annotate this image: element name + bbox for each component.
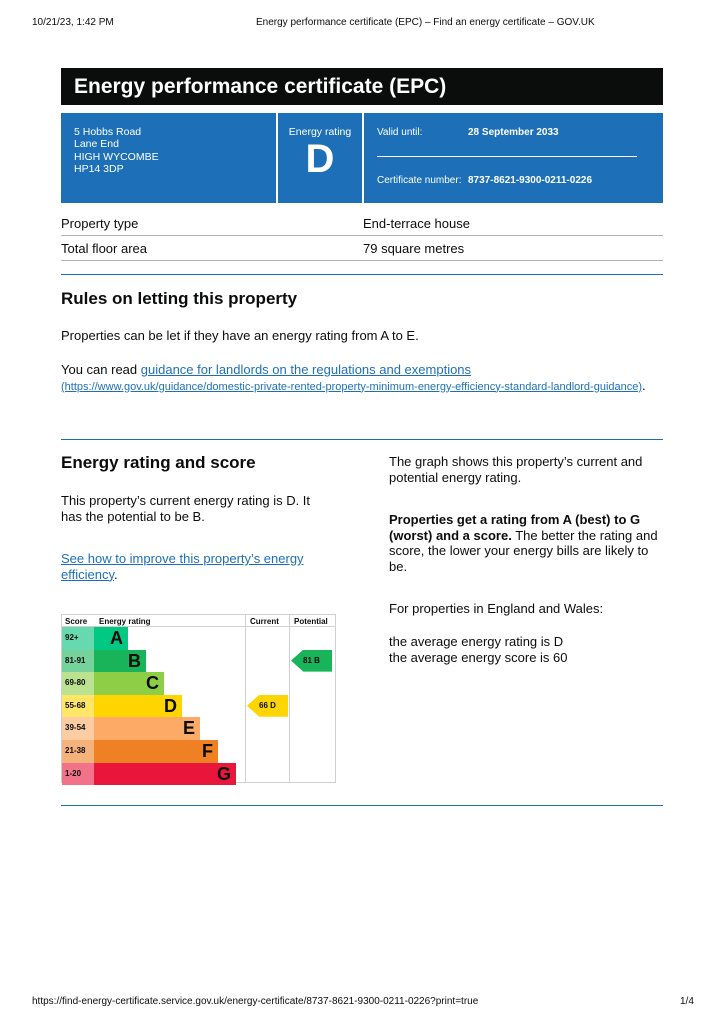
certificate-info: Valid until: 28 September 2033 Certifica… [364, 113, 663, 203]
address: 5 Hobbs Road Lane End HIGH WYCOMBE HP14 … [61, 113, 276, 203]
energy-rating-box: Energy rating D [278, 113, 362, 203]
text: . [114, 566, 118, 582]
header-score: Score [65, 617, 88, 626]
certificate-number-value: 8737-8621-9300-0211-0226 [468, 175, 592, 186]
energy-rating-chart: Score Energy rating Current Potential 92… [61, 614, 336, 786]
band-bar: B [94, 649, 146, 673]
average-rating: the average energy rating is D [389, 634, 564, 649]
band-bar: D [94, 694, 182, 718]
guidance-link[interactable]: guidance for landlords on the regulation… [140, 362, 472, 377]
valid-until-value: 28 September 2033 [468, 127, 559, 138]
band-bar: G [94, 762, 236, 786]
row-label: Total floor area [61, 241, 147, 256]
energy-rating-label: Energy rating [288, 126, 352, 138]
address-line: HIGH WYCOMBE [74, 150, 159, 163]
energy-score-heading: Energy rating and score [61, 453, 256, 472]
region-text: For properties in England and Wales: [389, 601, 604, 616]
row-label: Property type [61, 216, 139, 231]
band-score: 1-20 [62, 762, 94, 786]
average-score: the average energy score is 60 [389, 650, 568, 665]
rules-text: Properties can be let if they have an en… [61, 328, 419, 343]
header-potential: Potential [294, 617, 328, 626]
text: The better the rating and score, the low… [389, 527, 658, 574]
current-rating-text: This property’s current energy rating is… [61, 493, 311, 524]
improve-text: See how to improve this property’s energ… [61, 551, 326, 582]
print-datetime: 10/21/23, 1:42 PM [32, 17, 114, 28]
rules-guidance: You can read guidance for landlords on t… [61, 362, 656, 395]
header-current: Current [250, 617, 279, 626]
print-url: https://find-energy-certificate.service.… [32, 996, 479, 1007]
potential-rating-arrow: 81 B [291, 649, 332, 672]
rating-explanation: Properties get a rating from A (best) to… [389, 512, 659, 574]
valid-until-label: Valid until: [377, 127, 423, 138]
band-G: 1-20 G [62, 762, 245, 786]
graph-explanation: The graph shows this property’s current … [389, 454, 643, 485]
band-score: 21-38 [62, 740, 94, 763]
section-divider [61, 439, 663, 440]
print-page-number: 1/4 [680, 996, 694, 1007]
band-score: 92+ [62, 627, 94, 650]
band-bar: E [94, 717, 200, 740]
energy-rating-value: D [305, 137, 335, 181]
band-score: 81-91 [62, 649, 94, 673]
improve-link[interactable]: See how to improve this property’s energ… [61, 551, 304, 582]
band-score: 69-80 [62, 672, 94, 695]
rules-heading: Rules on letting this property [61, 289, 298, 308]
band-D: 55-68 D [62, 694, 245, 718]
divider [377, 156, 637, 157]
band-B: 81-91 B [62, 649, 245, 673]
address-line: HP14 3DP [74, 162, 124, 175]
row-value: 79 square metres [363, 241, 465, 256]
print-page-title: Energy performance certificate (EPC) – F… [256, 17, 595, 28]
section-divider [61, 274, 663, 275]
band-F: 21-38 F [62, 740, 245, 763]
page-title: Energy performance certificate (EPC) [61, 68, 663, 105]
property-type-row: Property type End-terrace house [61, 211, 663, 236]
text: Properties get a rating from A (best) to… [389, 512, 641, 543]
section-divider [61, 805, 663, 806]
column-divider [245, 615, 246, 782]
band-bar: C [94, 672, 164, 695]
address-line: Lane End [74, 138, 119, 151]
band-bar: A [94, 627, 128, 650]
text: You can read [61, 362, 141, 377]
header-divider [62, 626, 335, 627]
band-A: 92+ A [62, 627, 245, 650]
band-bar: F [94, 740, 218, 763]
current-rating-arrow: 66 D [247, 694, 288, 717]
band-score: 55-68 [62, 694, 94, 718]
header-energy-rating: Energy rating [99, 617, 151, 626]
text: . [642, 377, 646, 393]
row-value: End-terrace house [363, 216, 470, 231]
floor-area-row: Total floor area 79 square metres [61, 236, 663, 261]
address-line: 5 Hobbs Road [74, 126, 142, 138]
band-E: 39-54 E [62, 717, 245, 740]
band-C: 69-80 C [62, 672, 245, 695]
guidance-url-link[interactable]: (https://www.gov.uk/guidance/domestic-pr… [61, 380, 643, 393]
column-divider [289, 615, 290, 782]
band-score: 39-54 [62, 717, 94, 740]
certificate-number-label: Certificate number: [377, 175, 462, 186]
